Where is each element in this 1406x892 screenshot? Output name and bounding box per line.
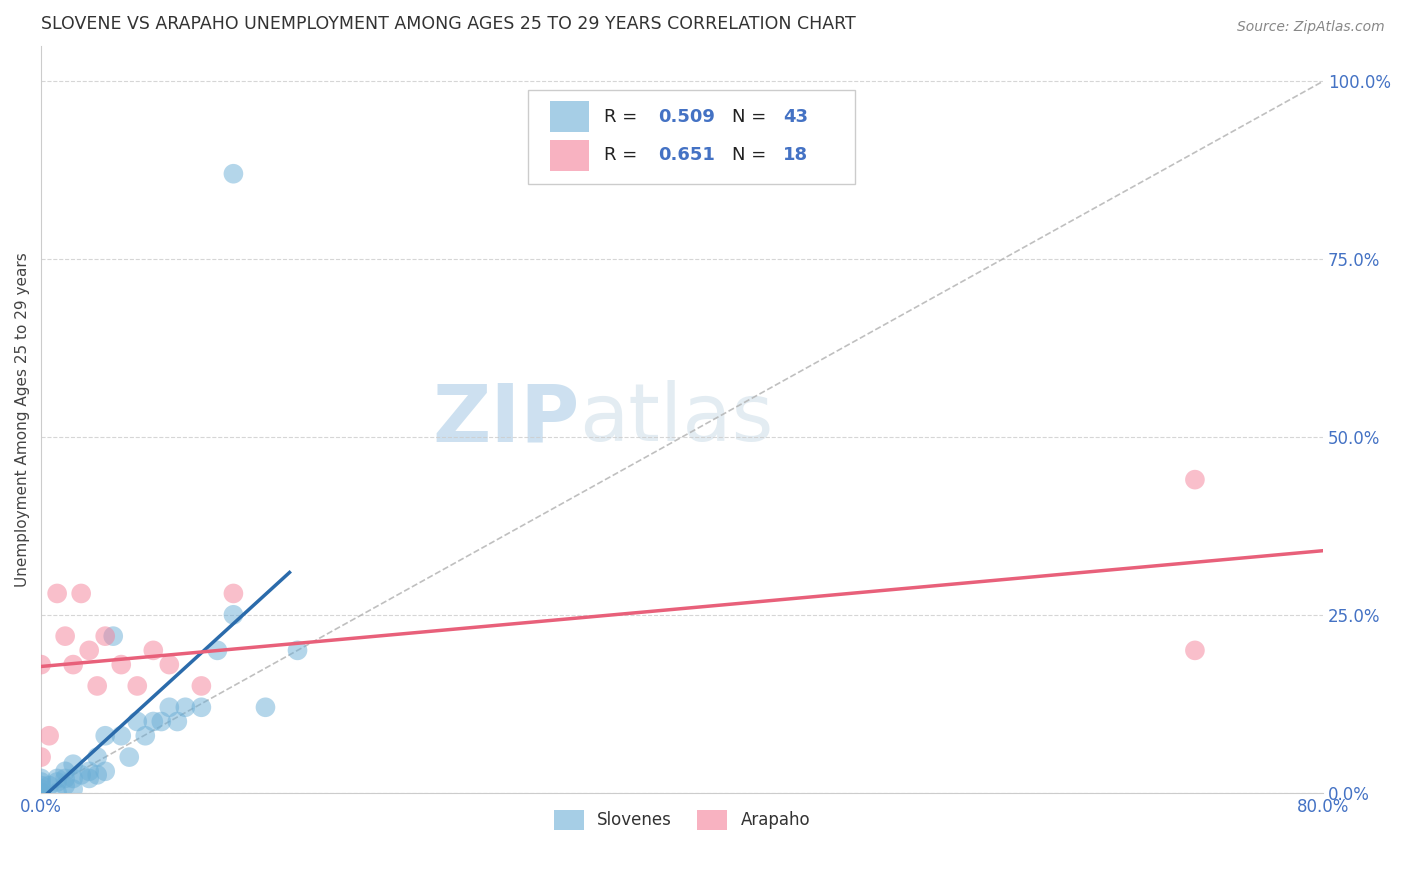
Legend: Slovenes, Arapaho: Slovenes, Arapaho (547, 803, 817, 837)
FancyBboxPatch shape (529, 90, 855, 184)
Point (157, 657, 180, 672)
Point (53, 629, 76, 643)
Point (127, 714, 149, 729)
Point (222, 167, 245, 181)
Point (46, 772, 69, 786)
Point (30, 750, 52, 764)
Text: SLOVENE VS ARAPAHO UNEMPLOYMENT AMONG AGES 25 TO 29 YEARS CORRELATION CHART: SLOVENE VS ARAPAHO UNEMPLOYMENT AMONG AG… (41, 15, 856, 33)
Point (110, 729, 132, 743)
Point (53, 764, 76, 779)
Text: 0.651: 0.651 (658, 146, 714, 164)
Point (30, 786, 52, 800)
Text: N =: N = (733, 108, 772, 126)
Text: 43: 43 (783, 108, 808, 126)
Point (30, 772, 52, 786)
Point (30, 786, 52, 800)
Point (86, 679, 108, 693)
Point (103, 629, 125, 643)
Point (207, 643, 229, 657)
Point (46, 775, 69, 789)
Point (86, 750, 108, 764)
Point (222, 586, 245, 600)
Point (118, 750, 141, 764)
Point (30, 657, 52, 672)
Point (38, 779, 60, 793)
Point (190, 700, 212, 714)
Point (157, 700, 180, 714)
Point (62, 757, 84, 772)
Point (134, 729, 156, 743)
Point (30, 786, 52, 800)
Point (77, 772, 100, 786)
Point (62, 782, 84, 797)
Point (62, 772, 84, 786)
Point (30, 786, 52, 800)
Text: Source: ZipAtlas.com: Source: ZipAtlas.com (1237, 20, 1385, 34)
Point (254, 700, 277, 714)
Point (142, 643, 165, 657)
Text: atlas: atlas (579, 380, 773, 458)
Point (77, 643, 100, 657)
Bar (550, 101, 589, 132)
Point (46, 786, 69, 800)
Point (190, 679, 212, 693)
Point (94, 729, 117, 743)
Point (174, 700, 197, 714)
Point (222, 607, 245, 622)
Point (30, 786, 52, 800)
Bar (550, 140, 589, 171)
Text: 18: 18 (783, 146, 808, 164)
Point (30, 786, 52, 800)
Point (53, 772, 76, 786)
Y-axis label: Unemployment Among Ages 25 to 29 years: Unemployment Among Ages 25 to 29 years (15, 252, 30, 587)
Point (166, 714, 188, 729)
Point (94, 764, 117, 779)
Text: 0.509: 0.509 (658, 108, 714, 126)
Text: R =: R = (605, 108, 643, 126)
Point (94, 629, 117, 643)
Point (30, 779, 52, 793)
Point (86, 768, 108, 782)
Point (77, 764, 100, 779)
Point (62, 657, 84, 672)
Text: N =: N = (733, 146, 772, 164)
Point (30, 775, 52, 789)
Point (46, 586, 69, 600)
Point (1184, 473, 1206, 487)
Text: R =: R = (605, 146, 643, 164)
Point (70, 768, 93, 782)
Point (127, 679, 149, 693)
Point (142, 714, 165, 729)
Text: ZIP: ZIP (432, 380, 579, 458)
Point (1184, 643, 1206, 657)
Point (150, 714, 173, 729)
Point (30, 782, 52, 797)
Point (287, 643, 309, 657)
Point (53, 779, 76, 793)
Point (70, 586, 93, 600)
Point (110, 657, 132, 672)
Point (38, 729, 60, 743)
